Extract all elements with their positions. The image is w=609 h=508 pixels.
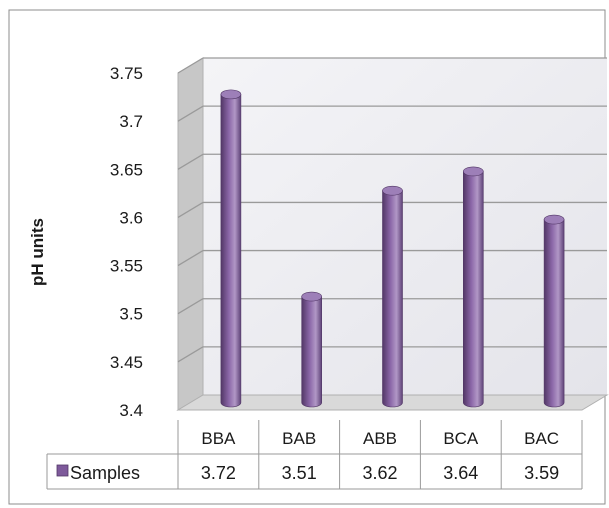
bars (220, 89, 565, 408)
side-wall (177, 57, 204, 411)
bar-body (301, 296, 322, 408)
gridline-side (177, 298, 204, 315)
data-table-value: 3.72 (201, 463, 236, 483)
x-category-label: BAB (282, 429, 316, 448)
bar (382, 185, 403, 408)
bar (220, 89, 242, 408)
bar-body (382, 190, 403, 408)
plot-area: 3.4 3.45 3.5 3.55 3.6 3.65 3.7 3.75 (110, 57, 609, 420)
bar-top (301, 291, 323, 302)
x-category-label: ABB (363, 429, 397, 448)
gridline-side (177, 346, 204, 363)
bar-body (543, 219, 565, 408)
y-tick-label: 3.5 (119, 305, 143, 324)
gridline-side (177, 201, 204, 218)
x-category-label: BAC (524, 429, 559, 448)
bar (301, 291, 323, 408)
y-tick-label: 3.6 (119, 208, 143, 227)
bar-body (220, 94, 242, 408)
bar (462, 166, 484, 408)
bar (543, 214, 565, 408)
bar-top (220, 89, 242, 100)
gridline-side (177, 250, 204, 267)
y-tick-label: 3.4 (119, 401, 143, 420)
data-table-value: 3.62 (362, 463, 397, 483)
y-tick-label: 3.7 (119, 112, 143, 131)
x-category-label: BBA (201, 429, 236, 448)
legend-label: Samples (70, 463, 140, 483)
data-table-value: 3.51 (282, 463, 317, 483)
gridline-side (177, 57, 204, 74)
back-wall (203, 58, 607, 395)
gridline-side (177, 105, 204, 122)
y-tick-label: 3.55 (110, 257, 143, 276)
data-table: BBA BAB ABB BCA BAC 3.72 3.51 3.62 3.64 3.59 Sampl… (46, 420, 583, 490)
legend-swatch (56, 464, 69, 477)
data-table-value: 3.59 (524, 463, 559, 483)
data-table-value: 3.64 (443, 463, 478, 483)
x-category-label: BCA (443, 429, 479, 448)
y-tick-label: 3.65 (110, 160, 143, 179)
bar-top (382, 185, 403, 196)
y-tick-label: 3.45 (110, 353, 143, 372)
bar-top (543, 214, 565, 225)
bar-top (462, 166, 484, 177)
gridline-side (177, 153, 204, 170)
y-axis-label: pH units (28, 218, 47, 286)
bar-body (463, 171, 484, 408)
y-tick-label: 3.75 (110, 64, 143, 83)
